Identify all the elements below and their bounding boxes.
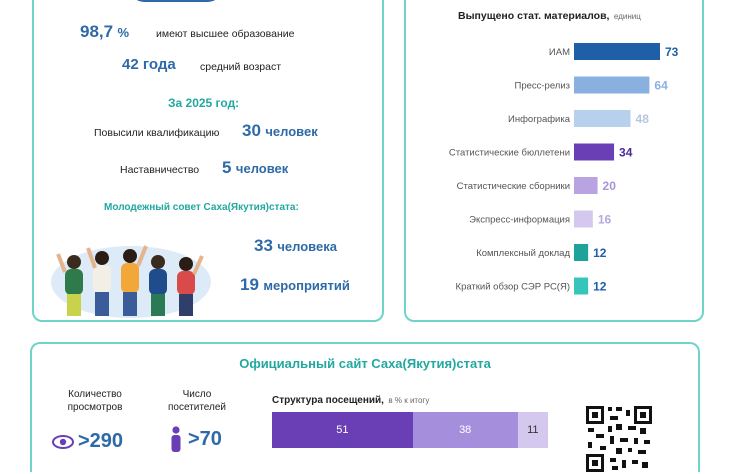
views-value: >290 bbox=[78, 430, 124, 452]
mentor-value: 5 bbox=[222, 158, 232, 177]
structure-title: Структура посещений, bbox=[272, 395, 384, 406]
bar bbox=[574, 110, 631, 127]
person-3 bbox=[121, 245, 148, 316]
bar bbox=[574, 277, 589, 295]
youth-events-unit: мероприятий bbox=[263, 278, 350, 293]
website-panel: Официальный сайт Саха(Якутия)стата Колич… bbox=[30, 342, 700, 474]
bar-category-label: Статистические сборники bbox=[457, 181, 570, 192]
structure-segment: 51 bbox=[272, 412, 413, 448]
qual-unit: человек bbox=[265, 124, 318, 139]
year-header: За 2025 год: bbox=[168, 96, 240, 110]
person-2 bbox=[86, 247, 111, 316]
chart-title: Выпущено стат. материалов, bbox=[458, 10, 610, 22]
edu-stat: 98,7 % bbox=[80, 22, 129, 42]
bar-value-label: 34 bbox=[619, 146, 633, 160]
edu-value: 98,7 bbox=[80, 22, 114, 41]
youth-header: Молодежный совет Саха(Якутия)стата: bbox=[104, 202, 299, 213]
bar bbox=[574, 43, 660, 60]
age-text: средний возраст bbox=[200, 61, 282, 73]
bar-value-label: 16 bbox=[598, 213, 612, 227]
structure-unit: в % к итогу bbox=[388, 396, 430, 405]
bar-category-label: Пресс-релиз bbox=[514, 81, 570, 92]
visitors-label-line1: Число bbox=[182, 389, 212, 400]
youth-events: 19 мероприятий bbox=[240, 275, 350, 295]
age-value: 42 года bbox=[122, 56, 176, 73]
youth-group-illustration bbox=[51, 245, 211, 318]
bar-value-label: 64 bbox=[654, 79, 668, 93]
bar bbox=[574, 177, 598, 194]
views-label-line1: Количество bbox=[68, 389, 122, 400]
bar-category-label: ИАМ bbox=[549, 47, 570, 58]
site-title: Официальный сайт Саха(Якутия)стата bbox=[239, 356, 491, 371]
bar-category-label: Комплексный доклад bbox=[476, 248, 570, 259]
youth-people-unit: человека bbox=[277, 239, 337, 254]
views-label-line2: просмотров bbox=[67, 402, 123, 413]
visitors-value: >70 bbox=[188, 427, 222, 450]
chart-unit: единиц bbox=[613, 12, 641, 21]
person-5 bbox=[177, 255, 204, 316]
visitors-label: Число посетителей bbox=[162, 388, 232, 414]
person-4 bbox=[149, 255, 167, 316]
qr-code-icon[interactable] bbox=[584, 404, 654, 474]
views-stat: >290 bbox=[52, 430, 123, 453]
youth-people-value: 33 bbox=[254, 236, 273, 255]
bar-category-label: Инфографика bbox=[508, 114, 571, 125]
views-label: Количество просмотров bbox=[50, 388, 140, 414]
structure-segment: 11 bbox=[517, 412, 548, 448]
qual-stat: 30 человек bbox=[242, 121, 318, 141]
structure-segment: 38 bbox=[412, 412, 518, 448]
person-icon bbox=[171, 426, 181, 452]
mentor-unit: человек bbox=[235, 161, 289, 176]
mentor-text: Наставничество bbox=[120, 164, 200, 176]
qual-text: Повысили квалификацию bbox=[94, 127, 220, 139]
bar bbox=[574, 244, 589, 261]
eye-icon bbox=[52, 434, 74, 449]
qual-value: 30 bbox=[242, 121, 261, 140]
visitors-stat: >70 bbox=[170, 426, 222, 452]
mentor-stat: 5 человек bbox=[222, 158, 288, 178]
youth-people: 33 человека bbox=[254, 236, 337, 256]
bar-value-label: 20 bbox=[603, 179, 617, 193]
bar bbox=[574, 210, 593, 228]
bar bbox=[574, 143, 615, 161]
edu-unit: % bbox=[117, 25, 130, 40]
bar-value-label: 12 bbox=[593, 246, 607, 260]
materials-bar-chart: ИАМ 73 Пресс-релиз 64 Инфографика 48 Статистич… bbox=[449, 43, 679, 295]
person-1 bbox=[56, 253, 83, 316]
bar-category-label: Экспресс-информация bbox=[469, 215, 570, 226]
structure-stacked-bar: 51 38 11 bbox=[272, 412, 548, 448]
bar-category-label: Краткий обзор СЭР РС(Я) bbox=[456, 282, 570, 293]
chart-header: Выпущено стат. материалов, единиц bbox=[458, 6, 641, 24]
bar-value-label: 12 bbox=[593, 280, 607, 294]
bar bbox=[574, 76, 650, 94]
visitors-label-line2: посетителей bbox=[167, 402, 227, 413]
bar-value-label: 73 bbox=[665, 45, 679, 59]
top-emblem bbox=[130, 0, 222, 2]
youth-events-value: 19 bbox=[240, 275, 259, 294]
structure-header: Структура посещений, в % к итогу bbox=[272, 390, 429, 408]
bar-category-label: Статистические бюллетени bbox=[449, 148, 570, 159]
materials-panel: Выпущено стат. материалов, единиц ИАМ 73 П… bbox=[404, 0, 704, 322]
edu-text: имеют высшее образование bbox=[156, 28, 295, 40]
bar-value-label: 48 bbox=[636, 112, 650, 126]
